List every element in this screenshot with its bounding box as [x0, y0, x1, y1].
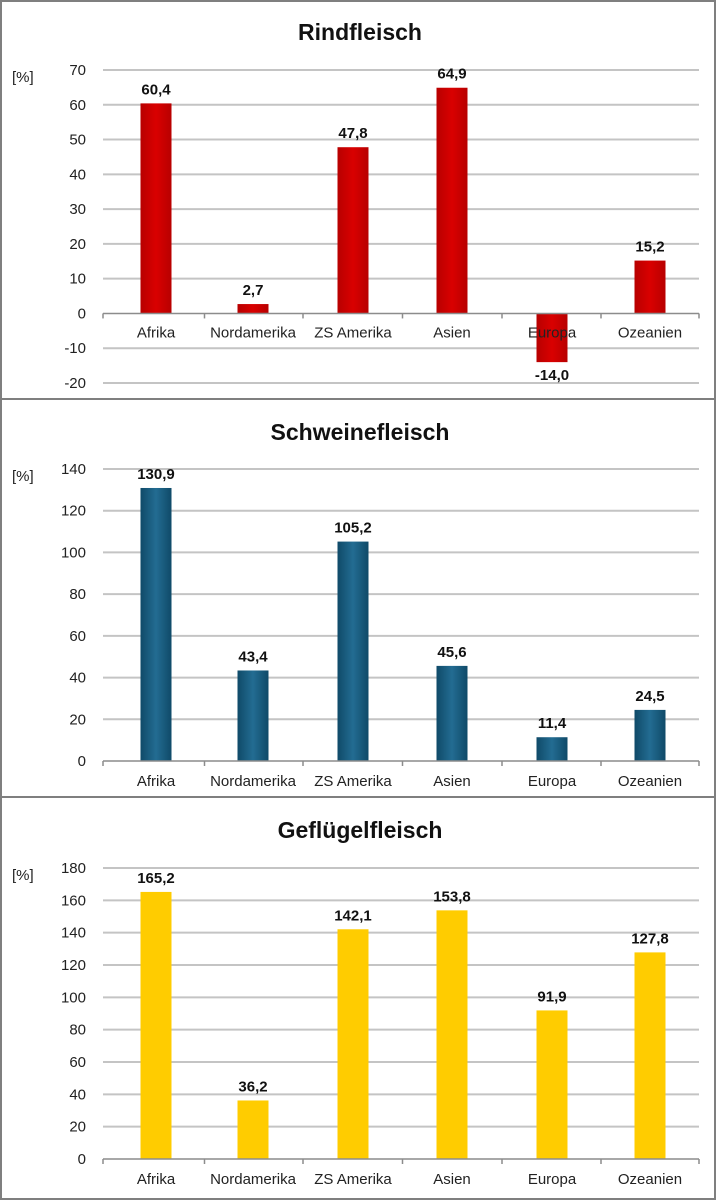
x-tick-label: Afrika — [137, 324, 176, 341]
y-tick-label: 40 — [69, 1086, 86, 1103]
bar-nordamerika — [237, 670, 269, 761]
chart-panel-rindfleisch: Rindfleisch [%] 70 60 50 40 30 20 10 0 -10 -20 60,4 2… — [0, 0, 716, 399]
y-tick-label: 70 — [69, 62, 86, 79]
bar-nordamerika — [237, 304, 269, 314]
y-tick-label: -10 — [64, 340, 86, 357]
x-tick-label: Afrika — [137, 773, 176, 790]
bar-asien — [436, 665, 468, 761]
bar-afrika — [140, 103, 172, 314]
y-tick-label: 160 — [61, 892, 86, 909]
data-label: 127,8 — [631, 930, 669, 947]
data-label: 64,9 — [437, 66, 466, 83]
y-tick-label: 30 — [69, 201, 86, 218]
chart-rindfleisch: Rindfleisch [%] 70 60 50 40 30 20 10 0 -10 -20 60,4 2… — [12, 19, 700, 392]
data-label: 130,9 — [137, 466, 175, 483]
data-label: 47,8 — [338, 125, 367, 142]
chart-title: Rindfleisch — [298, 19, 422, 45]
y-tick-label: 60 — [69, 628, 86, 645]
x-tick-label: ZS Amerika — [314, 1171, 392, 1188]
data-label: 36,2 — [238, 1078, 267, 1095]
chart-title: Geflügelfleisch — [278, 817, 443, 843]
bar-europa — [536, 737, 568, 761]
bar-zs-amerika — [337, 541, 369, 761]
y-tick-label: 140 — [61, 461, 86, 478]
bar-asien — [436, 87, 468, 314]
y-tick-label: 80 — [69, 1022, 86, 1039]
y-tick-label: 0 — [78, 305, 86, 322]
y-tick-label: 20 — [69, 1119, 86, 1136]
bar-ozeanien — [634, 260, 666, 314]
data-label: 142,1 — [334, 907, 372, 924]
y-tick-label: 180 — [61, 860, 86, 877]
y-tick-label: 0 — [78, 1151, 86, 1168]
chart-schweinefleisch: Schweinefleisch [%] 140 120 100 80 60 40 20 0 130,… — [12, 419, 700, 790]
y-tick-label: -20 — [64, 375, 86, 392]
x-tick-label: Asien — [433, 324, 471, 341]
data-label: 105,2 — [334, 520, 372, 537]
y-tick-label: 0 — [78, 753, 86, 770]
x-tick-label: Asien — [433, 773, 471, 790]
x-tick-label: Ozeanien — [618, 1171, 682, 1188]
bar-europa — [536, 1010, 568, 1159]
y-axis-label: [%] — [12, 468, 34, 485]
y-tick-label: 140 — [61, 925, 86, 942]
y-tick-label: 20 — [69, 236, 86, 253]
data-label: 24,5 — [635, 688, 664, 705]
chart-gefluegelfleisch: Geflügelfleisch [%] 180 160 140 120 100 80 60 40 2… — [12, 817, 700, 1188]
data-label: 91,9 — [537, 988, 566, 1005]
y-tick-label: 120 — [61, 957, 86, 974]
bar-ozeanien — [634, 952, 666, 1159]
x-tick-label: ZS Amerika — [314, 773, 392, 790]
x-tick-label: Nordamerika — [210, 324, 297, 341]
y-tick-label: 20 — [69, 711, 86, 728]
bar-afrika — [140, 891, 172, 1159]
chart-panel-schweinefleisch: Schweinefleisch [%] 140 120 100 80 60 40 20 0 130,… — [0, 398, 716, 797]
x-tick-label: Nordamerika — [210, 1171, 297, 1188]
data-label: 165,2 — [137, 870, 175, 887]
data-label: 43,4 — [238, 648, 268, 665]
x-tick-label: Europa — [528, 1171, 577, 1188]
y-tick-label: 100 — [61, 544, 86, 561]
bar-zs-amerika — [337, 929, 369, 1159]
data-label: 153,8 — [433, 888, 471, 905]
x-tick-label: Europa — [528, 773, 577, 790]
x-tick-label: Europa — [528, 324, 577, 341]
bar-asien — [436, 910, 468, 1159]
bar-ozeanien — [634, 709, 666, 761]
data-label: 45,6 — [437, 644, 466, 661]
y-axis-label: [%] — [12, 867, 34, 884]
data-label: 60,4 — [141, 81, 171, 98]
data-label: 2,7 — [243, 282, 264, 299]
x-tick-label: Afrika — [137, 1171, 176, 1188]
x-tick-label: Nordamerika — [210, 773, 297, 790]
bar-europa — [536, 313, 568, 363]
y-tick-label: 60 — [69, 97, 86, 114]
x-tick-label: Ozeanien — [618, 773, 682, 790]
x-tick-label: Ozeanien — [618, 324, 682, 341]
y-tick-label: 80 — [69, 586, 86, 603]
bar-zs-amerika — [337, 147, 369, 314]
bar-nordamerika — [237, 1100, 269, 1159]
chart-panel-gefluegelfleisch: Geflügelfleisch [%] 180 160 140 120 100 80 60 40 2… — [0, 796, 716, 1200]
chart-title: Schweinefleisch — [271, 419, 450, 445]
y-tick-label: 50 — [69, 132, 86, 149]
y-tick-label: 60 — [69, 1054, 86, 1071]
bar-afrika — [140, 487, 172, 761]
y-tick-label: 100 — [61, 989, 86, 1006]
x-tick-label: Asien — [433, 1171, 471, 1188]
y-tick-label: 40 — [69, 166, 86, 183]
y-tick-label: 40 — [69, 670, 86, 687]
data-label: -14,0 — [535, 367, 569, 384]
y-axis-label: [%] — [12, 69, 34, 86]
y-tick-label: 120 — [61, 503, 86, 520]
y-tick-label: 10 — [69, 271, 86, 288]
x-tick-label: ZS Amerika — [314, 324, 392, 341]
data-label: 15,2 — [635, 239, 664, 256]
data-label: 11,4 — [538, 715, 567, 732]
